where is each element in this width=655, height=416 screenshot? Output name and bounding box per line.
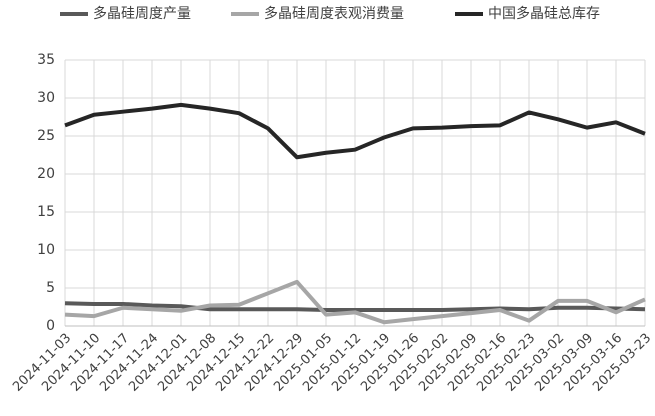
legend-label: 多晶硅周度产量: [93, 5, 191, 22]
y-tick-label: 10: [37, 242, 55, 258]
y-tick-label: 15: [37, 204, 55, 220]
y-tick-label: 20: [37, 166, 55, 182]
y-tick-label: 25: [37, 128, 55, 144]
y-tick-label: 35: [37, 52, 55, 68]
legend-label: 中国多晶硅总库存: [488, 5, 600, 22]
series-line: [64, 102, 646, 160]
y-tick-label: 30: [37, 90, 55, 106]
y-tick-label: 0: [46, 318, 55, 334]
series-line: [64, 279, 646, 325]
legend-label: 多晶硅周度表观消费量: [264, 5, 404, 22]
y-tick-label: 5: [46, 280, 55, 296]
